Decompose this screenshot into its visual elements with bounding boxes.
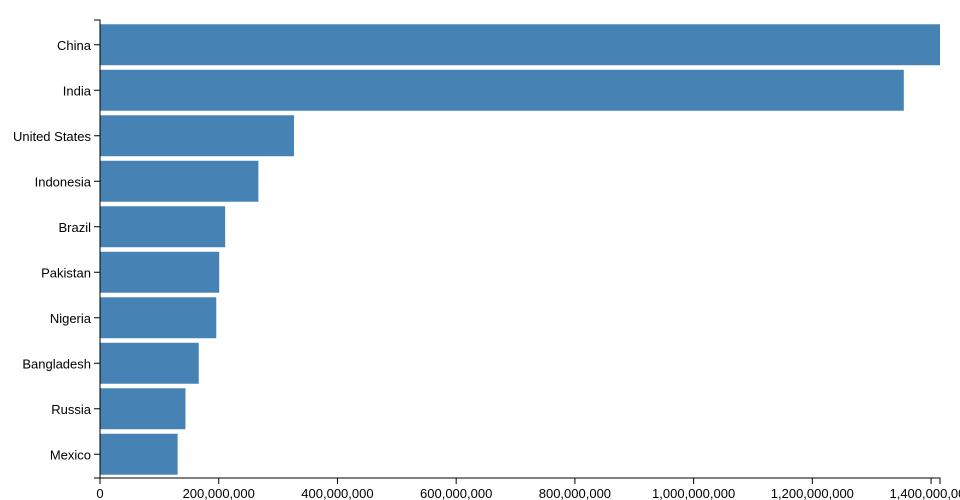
y-tick-label: Brazil bbox=[58, 220, 91, 235]
y-tick-label: China bbox=[57, 38, 92, 53]
bar bbox=[100, 115, 294, 157]
bar bbox=[100, 69, 904, 111]
bar bbox=[100, 206, 226, 248]
y-tick-label: India bbox=[63, 83, 92, 98]
bar bbox=[100, 388, 186, 430]
y-axis bbox=[94, 19, 101, 479]
bar bbox=[100, 433, 178, 475]
y-tick-label: Mexico bbox=[50, 447, 91, 462]
bar bbox=[100, 297, 217, 339]
x-tick-label: 1,200,000,000 bbox=[771, 486, 854, 500]
bar bbox=[100, 342, 199, 384]
y-tick-label: United States bbox=[13, 129, 92, 144]
x-tick-label: 200,000,000 bbox=[183, 486, 255, 500]
y-tick-label: Pakistan bbox=[41, 265, 91, 280]
x-tick-label: 800,000,000 bbox=[539, 486, 611, 500]
bar bbox=[100, 251, 220, 293]
y-tick-label: Russia bbox=[51, 402, 92, 417]
x-axis bbox=[99, 477, 941, 484]
x-tick-label: 600,000,000 bbox=[420, 486, 492, 500]
y-tick-label: Bangladesh bbox=[22, 356, 91, 371]
bar bbox=[100, 160, 259, 202]
bar bbox=[100, 24, 940, 66]
y-tick-label: Nigeria bbox=[50, 311, 92, 326]
y-tick-label: Indonesia bbox=[35, 174, 92, 189]
x-tick-label: 1,400,000,000 bbox=[889, 486, 960, 500]
x-tick-label: 400,000,000 bbox=[301, 486, 373, 500]
x-tick-label: 0 bbox=[96, 486, 103, 500]
x-tick-label: 1,000,000,000 bbox=[652, 486, 735, 500]
